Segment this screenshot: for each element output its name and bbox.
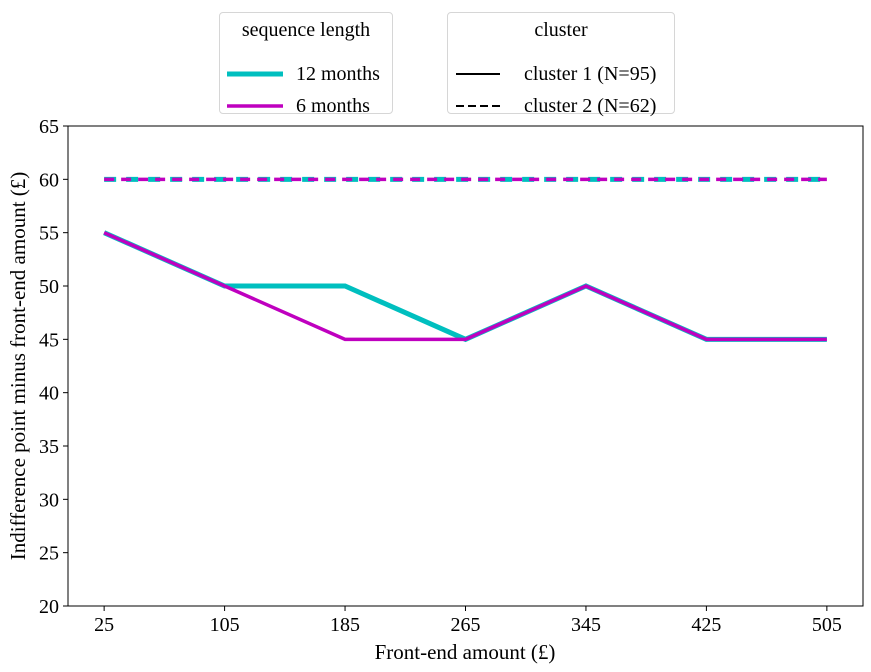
y-tick-label: 35 [39,436,59,458]
legend-cluster: cluster cluster 1 (N=95) cluster 2 (N=62… [447,12,675,117]
y-tick-label: 30 [39,489,59,511]
legend-label: 12 months [296,63,380,85]
y-tick-label: 20 [39,596,59,618]
series-line-12-months-cluster-1 [103,230,827,343]
y-tick-label: 60 [39,169,59,191]
y-tick-label: 25 [39,543,59,565]
x-tick-label: 345 [571,614,601,636]
x-tick-label: 265 [451,614,481,636]
y-tick-label: 55 [39,223,59,245]
y-tick-label: 40 [39,383,59,405]
plot-frame [67,125,864,607]
y-axis-label: Indifference point minus front-end amoun… [6,172,30,561]
legend-title: cluster [534,19,588,41]
series-line-6-months-cluster-1 [103,231,827,342]
legend-item-cluster-1: cluster 1 (N=95) [454,61,672,87]
y-axis: 20 25 30 35 40 45 50 55 60 65 [39,116,68,618]
legend-item-cluster-2: cluster 2 (N=62) [454,93,672,119]
x-axis: 25 105 185 265 345 425 505 [94,606,842,636]
x-axis-label: Front-end amount (£) [375,640,556,664]
legend-title: sequence length [241,19,371,41]
legend-label: cluster 1 (N=95) [524,63,657,85]
x-tick-label: 185 [330,614,360,636]
y-tick-label: 50 [39,276,59,298]
x-tick-label: 105 [210,614,240,636]
x-tick-label: 25 [94,614,114,636]
x-tick-label: 425 [691,614,721,636]
legend-swatch-magenta [227,104,283,108]
legend-item-6-months: 6 months [226,93,391,119]
series-layer [103,176,827,343]
legend-swatch-solid [456,73,500,75]
legend-label: 6 months [296,95,370,117]
x-tick-label: 505 [812,614,842,636]
legend-item-12-months: 12 months [226,61,391,87]
y-tick-label: 45 [39,329,59,351]
legend-swatch-dashed [456,105,500,107]
legend-swatch-cyan [227,71,283,77]
legend-label: cluster 2 (N=62) [524,95,657,117]
y-tick-label: 65 [39,116,59,138]
legend-sequence-length: sequence length 12 months 6 months [219,12,393,117]
